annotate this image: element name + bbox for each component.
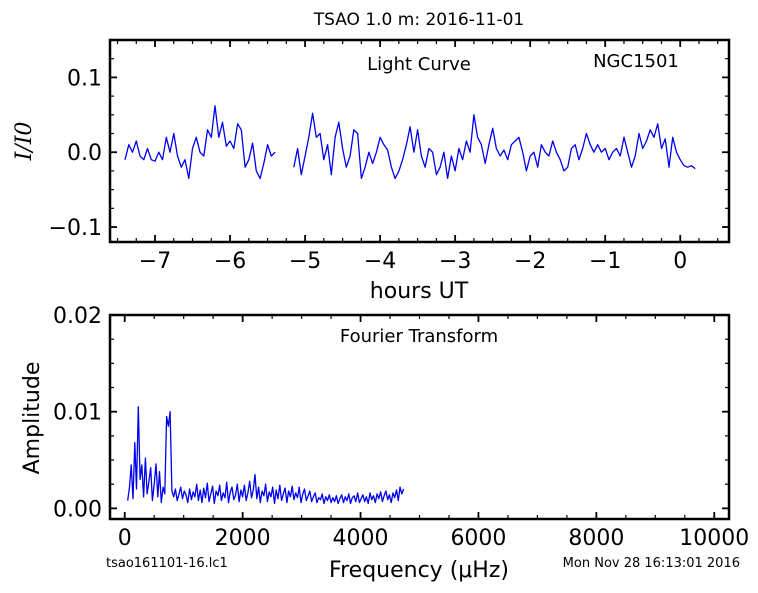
light-curve-ticks: −7 −6 −5 −4 −3 −2 −1 0 −0.1 0.0 0.1 [49, 39, 729, 274]
x-tick-label: −3 [439, 249, 471, 274]
light-curve-plot-area [124, 105, 696, 180]
x-tick-label: −5 [289, 249, 321, 274]
light-curve-object-label: NGC1501 [593, 51, 679, 72]
light-curve-title: Light Curve [367, 54, 471, 75]
light-curve-ylabel: I/I0 [12, 122, 37, 162]
fourier-ticks: 0 2000 4000 6000 8000 10000 0.00 0.01 0.02 [53, 304, 749, 551]
y-tick-label: 0.02 [53, 304, 102, 329]
fourier-title: Fourier Transform [340, 326, 498, 347]
fourier-xlabel: Frequency (μHz) [329, 558, 509, 583]
fourier-ylabel: Amplitude [20, 362, 45, 475]
x-tick-label: −2 [514, 249, 546, 274]
y-tick-label: 0.0 [67, 141, 102, 166]
fourier-plot-area [127, 406, 405, 505]
x-tick-label: 4000 [333, 526, 389, 551]
series-line-light-curve-2 [293, 112, 696, 180]
x-tick-label: 10000 [679, 526, 749, 551]
x-tick-label: −7 [139, 249, 171, 274]
footer-filename: tsao161101-16.lc1 [106, 556, 228, 571]
x-tick-label: −4 [364, 249, 396, 274]
x-tick-label: 2000 [215, 526, 271, 551]
y-tick-label: −0.1 [49, 216, 102, 241]
light-curve-panel: −7 −6 −5 −4 −3 −2 −1 0 −0.1 0.0 0.1 Light Curve NG… [12, 38, 731, 304]
figure-suptitle: TSAO 1.0 m: 2016-11-01 [313, 10, 525, 30]
x-tick-label: −6 [214, 249, 246, 274]
y-tick-label: 0.1 [67, 66, 102, 91]
x-tick-label: 6000 [450, 526, 506, 551]
footer-timestamp: Mon Nov 28 16:13:01 2016 [563, 556, 740, 571]
light-curve-xlabel: hours UT [370, 279, 469, 304]
x-tick-label: −1 [589, 249, 621, 274]
y-tick-label: 0.00 [53, 497, 102, 522]
fourier-panel: 0 2000 4000 6000 8000 10000 0.00 0.01 0.02 Fouri… [20, 304, 749, 583]
y-tick-label: 0.01 [53, 401, 102, 426]
x-tick-label: 0 [118, 526, 132, 551]
x-tick-label: 8000 [568, 526, 624, 551]
series-line-fourier-1 [127, 406, 405, 505]
x-tick-label: 0 [673, 249, 687, 274]
light-curve-frame [108, 38, 731, 244]
series-line-light-curve-1 [124, 105, 276, 180]
